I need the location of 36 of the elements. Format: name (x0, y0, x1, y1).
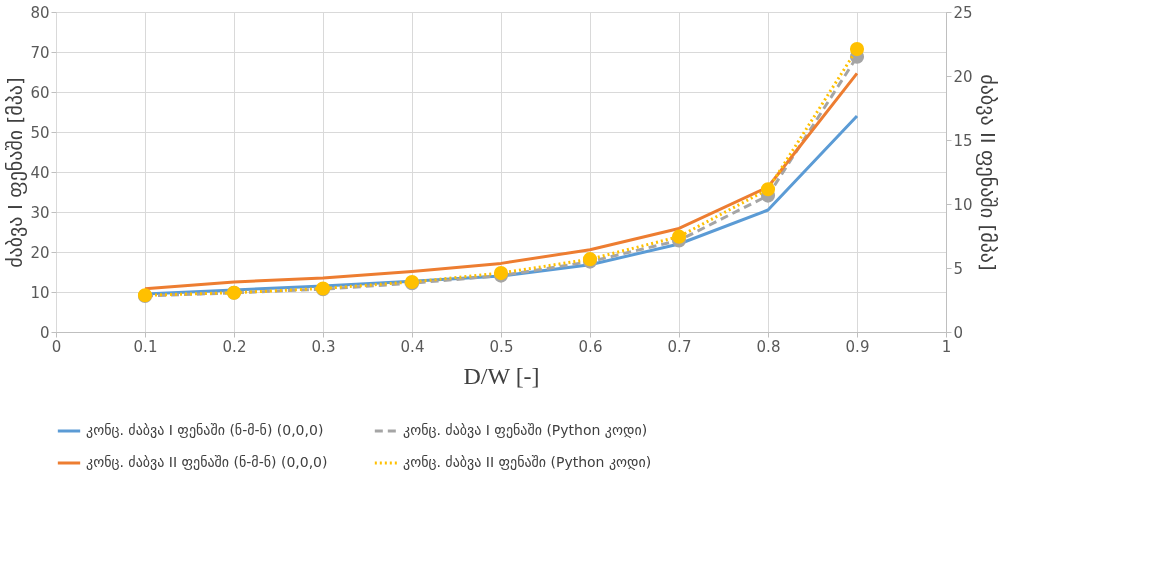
y-tick-label: 80 (30, 3, 50, 22)
y-tick-label: 10 (30, 283, 50, 302)
y-tick-label: 70 (30, 43, 50, 62)
y2-tick-label: 10 (953, 195, 973, 214)
x-tick-label: 1 (941, 337, 952, 356)
x-tick-label: 0.1 (133, 337, 158, 356)
y-axis-title: ძაბვა I ფენაში [მპა] (3, 77, 28, 268)
x-tick-label: 0.8 (756, 337, 781, 356)
y-tick-label: 40 (30, 163, 50, 182)
y2-tick-label: 20 (953, 67, 973, 86)
x-axis-title: D/W [-] (463, 362, 540, 389)
legend-label: კონც. ძაბვა II ფენაში (Python კოდი) (403, 454, 652, 470)
y2-tick-label: 5 (953, 259, 964, 278)
y2-tick-label: 15 (953, 131, 973, 150)
legend-label: კონც. ძაბვა I ფენაში (ნ-მ-ნ) (0,0,0) (86, 422, 324, 438)
x-tick-label: 0.6 (578, 337, 603, 356)
x-tick-label: 0.5 (489, 337, 514, 356)
y-tick-label: 60 (30, 83, 50, 102)
legend-label: კონც. ძაბვა II ფენაში (ნ-მ-ნ) (0,0,0) (86, 454, 328, 470)
y-tick-label: 50 (30, 123, 50, 142)
point (671, 229, 687, 244)
y-tick-label: 30 (30, 203, 50, 222)
x-tick-label: 0.3 (311, 337, 336, 356)
y2-tick-label: 25 (953, 3, 973, 22)
x-tick-label: 0.4 (400, 337, 425, 356)
x-tick-label: 0.2 (222, 337, 247, 356)
y2-tick-label: 0 (953, 323, 964, 342)
legend-label: კონც. ძაბვა I ფენაში (Python კოდი) (403, 422, 648, 438)
y-tick-label: 20 (30, 243, 50, 262)
point (849, 42, 865, 57)
x-tick-label: 0.9 (845, 337, 870, 356)
x-tick-label: 0.7 (667, 337, 692, 356)
x-tick-label: 0 (51, 337, 62, 356)
y-tick-label: 0 (39, 323, 50, 342)
y2-axis-title: ძაბვა II ფენაში [მპა] (975, 74, 1000, 271)
point (760, 182, 776, 197)
